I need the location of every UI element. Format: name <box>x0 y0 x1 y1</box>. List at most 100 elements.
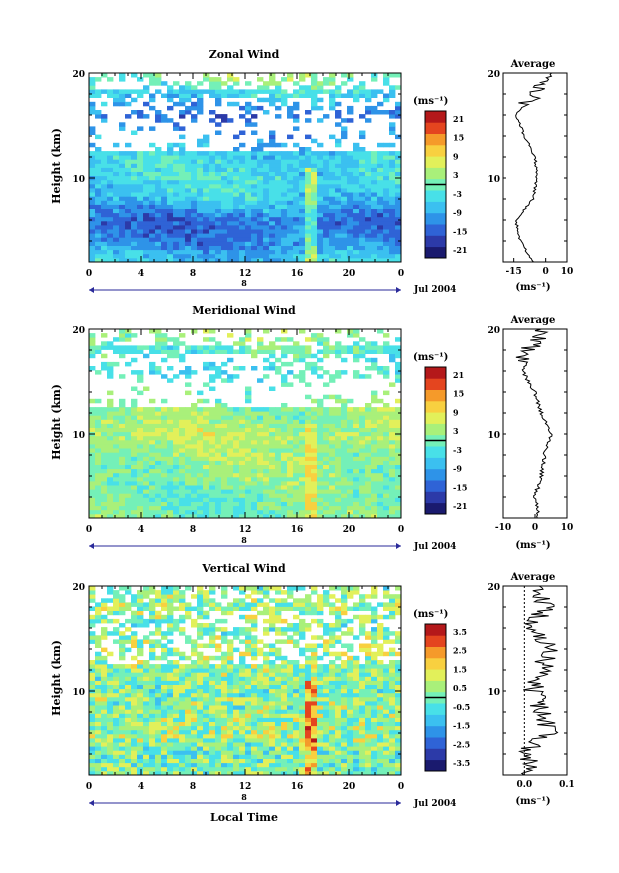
heatmap-cell <box>197 398 204 404</box>
heatmap-cell <box>389 505 396 511</box>
colorbar-segment <box>425 235 446 248</box>
heatmap-cell <box>341 370 348 375</box>
heatmap-cell <box>281 485 288 490</box>
heatmap-cell <box>221 713 228 718</box>
heatmap-cell <box>113 155 120 160</box>
heatmap-cell <box>209 464 216 470</box>
heatmap-cell <box>269 481 276 486</box>
heatmap-cell <box>395 713 402 718</box>
heatmap-cell <box>137 390 144 396</box>
heatmap-cell <box>137 196 144 201</box>
heatmap-cell <box>305 738 312 743</box>
heatmap-cell <box>275 493 282 498</box>
heatmap-cell <box>359 208 366 214</box>
heatmap-cell <box>173 229 180 234</box>
heatmap-cell <box>257 220 264 226</box>
heatmap-cell <box>269 456 276 461</box>
heatmap-cell <box>221 485 228 490</box>
heatmap-cell <box>323 407 330 412</box>
heatmap-cell <box>335 497 342 502</box>
heatmap-cell <box>263 192 270 197</box>
heatmap-cell <box>389 415 396 420</box>
heatmap-cell <box>299 220 306 226</box>
heatmap-cell <box>119 717 126 722</box>
heatmap-cell <box>395 746 402 751</box>
heatmap-cell <box>335 349 342 354</box>
heatmap-cell <box>209 118 216 123</box>
heatmap-cell <box>287 151 294 156</box>
heatmap-cell <box>251 204 258 209</box>
heatmap-cell <box>347 345 354 350</box>
heatmap-cell <box>191 370 198 375</box>
heatmap-cell <box>263 684 270 690</box>
heatmap-cell <box>329 701 336 706</box>
heatmap-cell <box>167 85 174 90</box>
heatmap-cell <box>329 159 336 164</box>
heatmap-cell <box>131 345 138 350</box>
heatmap-cell <box>293 188 300 193</box>
heatmap-cell <box>275 766 282 772</box>
colorbar-segment <box>425 389 446 402</box>
heatmap-cell <box>371 183 378 189</box>
x-tick-label: 0 <box>398 525 404 535</box>
heatmap-cell <box>263 415 270 420</box>
heatmap-cell <box>365 485 372 490</box>
heatmap-cell <box>113 501 120 507</box>
heatmap-cell <box>395 85 402 90</box>
heatmap-cell <box>341 721 348 727</box>
heatmap-cell <box>113 692 120 698</box>
heatmap-cell <box>149 233 156 238</box>
heatmap-cell <box>113 754 120 759</box>
heatmap-cell <box>365 513 372 519</box>
heatmap-cell <box>347 460 354 465</box>
heatmap-cell <box>113 746 120 751</box>
heatmap-cell <box>287 345 294 350</box>
heatmap-cell <box>269 423 276 428</box>
avg-frame <box>502 72 568 263</box>
heatmap-cell <box>257 345 264 350</box>
heatmap-cell <box>251 147 258 152</box>
heatmap-cell <box>203 233 210 238</box>
heatmap-cell <box>119 204 126 209</box>
heatmap-cell <box>161 188 168 193</box>
heatmap-cell <box>179 705 186 710</box>
heatmap-cell <box>185 688 192 694</box>
heatmap-cell <box>89 241 96 246</box>
heatmap-cell <box>317 733 324 739</box>
heatmap-cell <box>323 688 330 694</box>
heatmap-cell <box>353 374 360 379</box>
heatmap-cell <box>101 758 108 764</box>
heatmap-cell <box>125 349 132 354</box>
heatmap-cell <box>185 233 192 238</box>
heatmap-cell <box>263 464 270 470</box>
heatmap-cell <box>221 183 228 189</box>
heatmap-cell <box>197 423 204 428</box>
heatmap-cell <box>215 692 222 698</box>
heatmap-cell <box>317 501 324 507</box>
heatmap-cell <box>143 245 150 251</box>
date-arrow-left <box>89 543 94 549</box>
heatmap-cell <box>299 73 306 78</box>
heatmap-cell <box>353 742 360 747</box>
heatmap-cell <box>233 452 240 457</box>
heatmap-cell <box>191 738 198 743</box>
heatmap-cell <box>227 746 234 751</box>
heatmap-cell <box>287 77 294 82</box>
heatmap-cell <box>107 423 114 428</box>
heatmap-cell <box>263 374 270 379</box>
heatmap-cell <box>233 101 240 107</box>
heatmap-cell <box>341 419 348 424</box>
heatmap-cell <box>269 750 276 755</box>
heatmap-cell <box>359 419 366 424</box>
heatmap-cell <box>287 427 294 433</box>
heatmap-cell <box>353 257 360 263</box>
heatmap-cell <box>263 452 270 457</box>
heatmap-cell <box>377 448 384 453</box>
heatmap-cell <box>239 701 246 706</box>
heatmap-cell <box>389 464 396 470</box>
heatmap-cell <box>215 444 222 449</box>
heatmap-cell <box>89 423 96 428</box>
heatmap-cell <box>341 93 348 98</box>
heatmap-cell <box>233 762 240 768</box>
heatmap-cell <box>287 361 294 367</box>
